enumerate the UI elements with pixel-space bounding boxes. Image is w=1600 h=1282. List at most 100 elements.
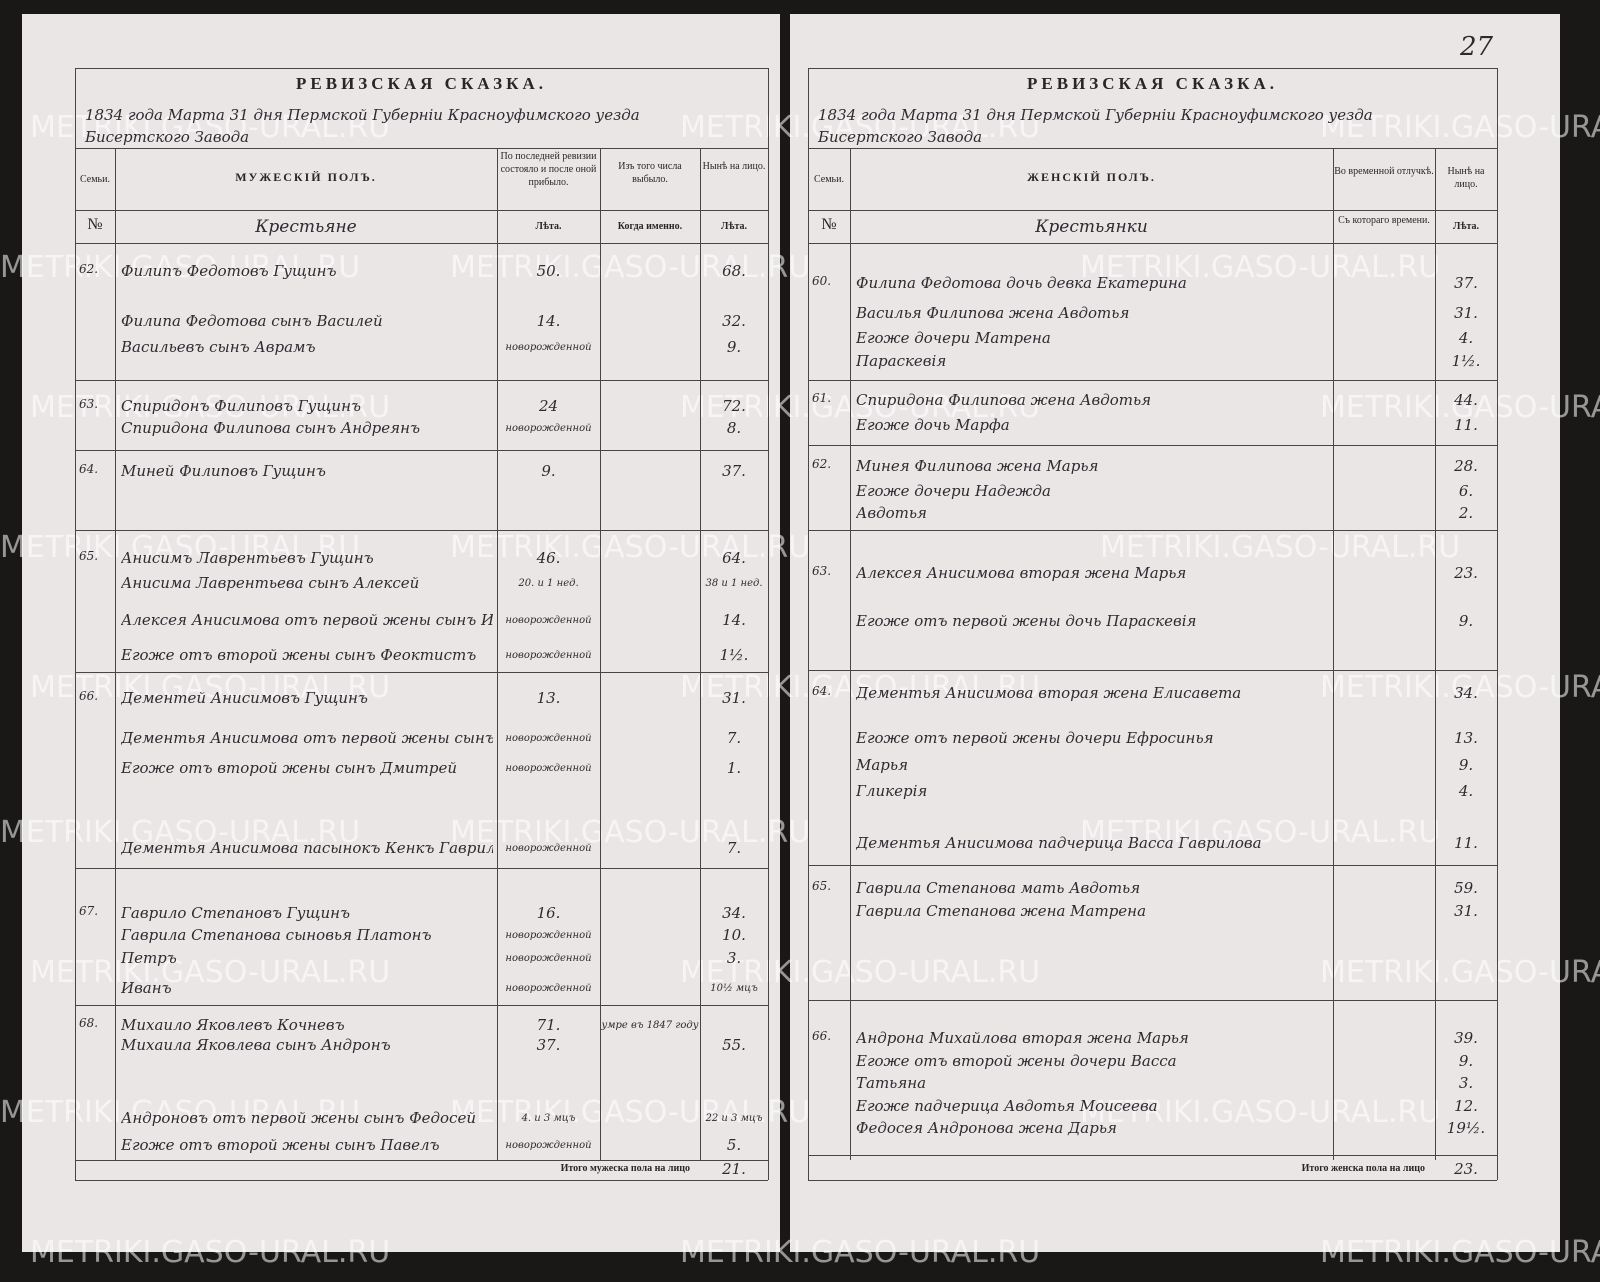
person-name: Татьяна: [856, 1074, 927, 1092]
watermark: METRIKI.GASO-URAL.RU: [1320, 670, 1600, 705]
total: 21.: [722, 1160, 746, 1178]
cell-now: 1.: [726, 759, 742, 777]
cell-now: 14.: [722, 611, 746, 629]
column-header: Когда именно.: [617, 221, 683, 232]
person-name: Егоже отъ второй жены дочери Васса: [856, 1052, 1177, 1070]
cell-now: 3.: [726, 949, 742, 967]
rule: [808, 148, 1497, 149]
person-name: Егоже дочери Матрена: [856, 329, 1051, 347]
column-header: Лѣта.: [1453, 221, 1479, 232]
rule: [115, 148, 116, 1160]
person-name: Дементья Анисимова отъ первой жены сынъ …: [121, 729, 493, 747]
cell-now: 8.: [726, 419, 742, 437]
watermark: METRIKI.GASO-URAL.RU: [30, 670, 391, 705]
person-name: Егоже отъ первой жены дочери Ефросинья: [856, 729, 1214, 747]
family-number: 64.: [812, 684, 832, 698]
cell-prev: новорожденной: [505, 983, 592, 994]
column-header: Нынѣ на лицо.: [702, 161, 766, 172]
cell-now: 9.: [1458, 612, 1474, 630]
watermark: METRIKI.GASO-URAL.RU: [1320, 1235, 1600, 1270]
watermark: METRIKI.GASO-URAL.RU: [0, 1095, 361, 1130]
header-line: 1834 года Марта 31 дня Пермской Губерніи…: [818, 106, 1373, 124]
person-name: Михаила Яковлева сынъ Андронъ: [121, 1036, 391, 1054]
total-label: Итого женска пола на лицо: [1301, 1163, 1425, 1174]
cell-prev: новорожденной: [505, 953, 592, 964]
column-header: Изъ того числа выбыло.: [618, 161, 682, 185]
column-header: МУЖЕСКІЙ ПОЛЪ.: [235, 170, 377, 184]
rule: [1333, 148, 1334, 1160]
cell-prev: 37.: [536, 1036, 561, 1054]
person-name: Анисима Лаврентьева сынъ Алексей: [121, 574, 420, 592]
cell-now: 11.: [1454, 416, 1478, 434]
column-header: Семьи.: [814, 174, 844, 185]
rule: [808, 445, 1497, 446]
column-header: По последней ревизии состояло и после он…: [500, 151, 597, 188]
cell-now: 9.: [1458, 1052, 1474, 1070]
column-header: Семьи.: [80, 174, 110, 185]
watermark: METRIKI.GASO-URAL.RU: [680, 955, 1041, 990]
rule: [75, 210, 768, 211]
column-header: Во временной отлучкѣ.: [1334, 166, 1434, 177]
family-number: 64.: [79, 462, 99, 476]
rule: [808, 210, 1497, 211]
cell-prev: новорожденной: [505, 342, 592, 353]
rule: [75, 1160, 768, 1161]
rule: [808, 670, 1497, 671]
cell-now: 4.: [1458, 782, 1474, 800]
rule: [75, 1005, 768, 1006]
rule: [808, 380, 1497, 381]
cell-now: 7.: [726, 839, 742, 857]
rule: [75, 530, 768, 531]
watermark: METRIKI.GASO-URAL.RU: [1080, 250, 1441, 285]
watermark: METRIKI.GASO-URAL.RU: [1080, 1095, 1441, 1130]
rule: [75, 148, 768, 149]
cell-now: 5.: [726, 1136, 742, 1154]
family-number: 66.: [79, 689, 99, 703]
person-name: Спиридона Филипова сынъ Андреянъ: [121, 419, 420, 437]
person-name: Дементья Анисимова пасынокъ Кенкъ Гаврил…: [121, 839, 493, 857]
person-name: Васильевъ сынъ Аврамъ: [121, 338, 316, 356]
watermark: METRIKI.GASO-URAL.RU: [450, 1095, 811, 1130]
person-name: Дементей Анисимовъ Гущинъ: [121, 689, 368, 707]
rule: [808, 68, 809, 1180]
page-title: РЕВИЗСКАЯ СКАЗКА.: [1027, 74, 1278, 93]
watermark: METRIKI.GASO-URAL.RU: [1320, 955, 1600, 990]
person-name: Авдотья: [856, 504, 927, 522]
rule: [808, 865, 1497, 866]
person-name: Федосея Андронова жена Дарья: [856, 1119, 1117, 1137]
cell-prev: новорожденной: [505, 763, 592, 774]
family-number: 63.: [812, 564, 832, 578]
cell-now: 10.: [722, 926, 746, 944]
watermark: METRIKI.GASO-URAL.RU: [0, 250, 361, 285]
cell-now: 34.: [1454, 684, 1478, 702]
total-label: Итого мужеска пола на лицо: [560, 1163, 690, 1174]
person-name: Гаврила Степанова мать Авдотья: [856, 879, 1141, 897]
cell-now: 10½ мцъ: [710, 983, 758, 994]
family-number: 60.: [812, 274, 832, 288]
rule: [75, 380, 768, 381]
watermark: METRIKI.GASO-URAL.RU: [30, 390, 391, 425]
family-number: 63.: [79, 397, 99, 411]
person-name: Параскевія: [856, 352, 947, 370]
cell-now: 11.: [1454, 834, 1478, 852]
cell-now: 4.: [1458, 329, 1474, 347]
person-name: Иванъ: [121, 979, 172, 997]
cell-now: 31.: [722, 689, 746, 707]
rule: [808, 1000, 1497, 1001]
rule: [808, 243, 1497, 244]
cell-now: 22 и 3 мцъ: [705, 1113, 763, 1124]
cell-prev: новорожденной: [505, 650, 592, 661]
cell-now: 59.: [1454, 879, 1478, 897]
watermark: METRIKI.GASO-URAL.RU: [30, 110, 391, 145]
family-number: 66.: [812, 1029, 832, 1043]
cell-prev: 13.: [536, 689, 561, 707]
rule: [700, 148, 701, 1160]
header-line: Бисертского Завода: [85, 128, 250, 146]
cell-now: 19½.: [1446, 1119, 1486, 1137]
cell-now: 34.: [722, 904, 746, 922]
watermark: METRIKI.GASO-URAL.RU: [680, 110, 1041, 145]
person-name: Петръ: [121, 949, 177, 967]
person-name: Егоже дочь Марфа: [856, 416, 1010, 434]
cell-prev: 16.: [536, 904, 561, 922]
